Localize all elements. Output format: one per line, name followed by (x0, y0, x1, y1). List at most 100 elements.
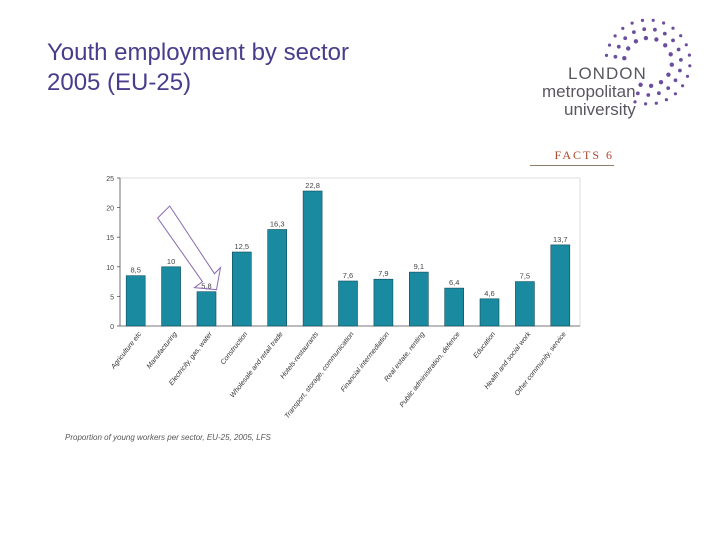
source-note: Proportion of young workers per sector, … (65, 433, 271, 442)
logo-dot (664, 98, 668, 102)
logo-dot (654, 37, 659, 42)
logo-dot (653, 27, 657, 32)
slide-title-line1: Youth employment by sector (47, 39, 349, 66)
logo-dot (688, 64, 692, 68)
category-label: Transport, storage, communication (284, 331, 356, 420)
logo-dot (662, 21, 666, 25)
logo-dot (648, 83, 654, 89)
bar (479, 298, 500, 327)
category-label: Real estate, renting (383, 331, 426, 383)
logo-dot (643, 35, 649, 41)
logo-dot (622, 56, 627, 61)
logo-dot (679, 34, 683, 38)
logo-dot (633, 100, 637, 104)
category-label: Construction (220, 331, 250, 366)
data-label: 7,6 (343, 271, 353, 280)
logo-dot-ring-icon (604, 18, 692, 106)
y-tick-label: 5 (110, 294, 114, 301)
logo-dot (676, 47, 681, 52)
bar (550, 244, 571, 327)
data-label: 5,8 (201, 282, 211, 291)
category-label: Public administration, defence (399, 331, 462, 409)
bar (232, 251, 252, 327)
category-label: Agriculture etc (110, 331, 144, 372)
data-label: 16,3 (270, 220, 285, 229)
logo-dot (642, 27, 647, 32)
logo-dot (644, 102, 648, 106)
logo-dot (613, 34, 617, 38)
bar (267, 229, 288, 327)
data-label: 10 (167, 257, 175, 266)
y-tick-label: 25 (106, 176, 114, 183)
logo-dot (613, 54, 618, 59)
slide-title: Youth employment by sector 2005 (EU-25) (47, 38, 349, 98)
logo-dot (638, 82, 643, 88)
logo-dot (684, 43, 688, 47)
logo-dot (626, 46, 631, 51)
data-label: 8,5 (130, 266, 140, 275)
logo-line1: LONDON (568, 64, 647, 83)
logo-dot (621, 26, 625, 30)
data-label: 6,4 (449, 278, 459, 287)
logo-dot (658, 80, 664, 85)
y-tick-label: 0 (110, 324, 114, 331)
category-label: Hotels-restaurants (279, 331, 320, 381)
logo-dot (678, 68, 682, 73)
logo-dot (666, 86, 671, 90)
y-tick-label: 20 (106, 206, 114, 213)
data-label: 7,9 (378, 269, 388, 278)
bar (408, 271, 429, 327)
logo-dot (669, 62, 674, 67)
logo-dot (673, 92, 677, 96)
logo-dot (657, 91, 661, 96)
facts-label: FACTS 6 (530, 148, 614, 166)
bar (161, 266, 181, 327)
logo-dot (635, 91, 640, 96)
category-label: Education (472, 331, 497, 360)
logo-dot (662, 31, 667, 36)
logo-dot (604, 53, 609, 58)
data-label: 7,5 (520, 272, 530, 281)
data-label: 4,6 (484, 289, 494, 298)
bar (515, 281, 535, 327)
logo-dot (654, 101, 658, 105)
category-label: Manufacturing (146, 331, 179, 370)
slide-title-line2: 2005 (EU-25) (47, 69, 192, 96)
data-label: 22,8 (305, 181, 320, 190)
bar (373, 278, 394, 327)
logo-line2: metropolitan (542, 82, 636, 101)
logo-dot (679, 58, 683, 62)
logo-dot (616, 44, 621, 49)
logo-dot (646, 93, 651, 97)
logo-dot (632, 30, 636, 34)
bar (444, 287, 465, 327)
logo-dot (671, 26, 675, 30)
bar (196, 291, 217, 327)
logo-dot (607, 43, 612, 47)
logo-dot (651, 18, 655, 22)
logo-dot (663, 43, 668, 48)
logo-dot (623, 36, 628, 41)
logo-dot (630, 21, 634, 25)
data-label: 9,1 (414, 262, 424, 271)
bar (302, 190, 323, 327)
logo-dot (666, 72, 671, 77)
logo-line3: university (564, 100, 636, 119)
bar (125, 275, 146, 327)
logo-dot (681, 84, 685, 88)
logo-dot (668, 52, 673, 57)
data-label: 13,7 (553, 235, 568, 244)
highlight-arrow-icon (157, 205, 222, 291)
logo-dot (687, 53, 691, 57)
logo-dot (640, 18, 645, 22)
bar (338, 280, 358, 327)
london-metropolitan-university-logo: LONDON metropolitan university (538, 14, 698, 124)
logo-dot (685, 74, 690, 78)
logo-dot (671, 38, 675, 43)
data-label: 12,5 (234, 242, 249, 251)
y-tick-label: 15 (106, 235, 114, 242)
logo-dot (673, 78, 678, 83)
logo-dot (633, 39, 639, 44)
y-tick-label: 10 (106, 265, 114, 272)
